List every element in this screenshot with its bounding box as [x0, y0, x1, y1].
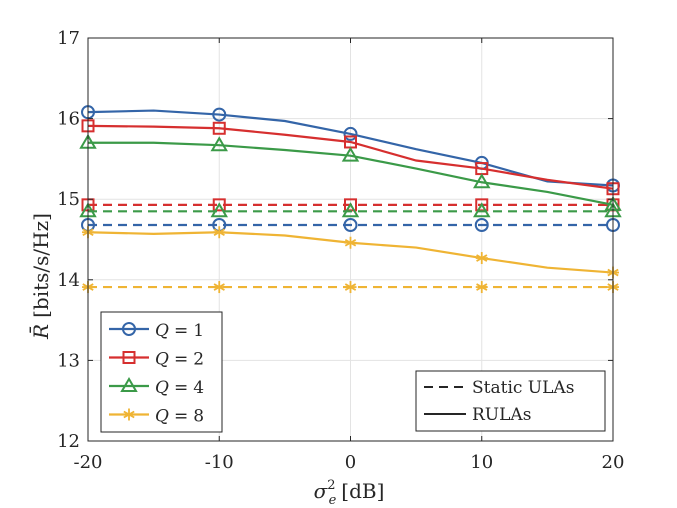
asterisk-marker — [475, 252, 488, 265]
legend-style-item: Static ULAs — [424, 378, 574, 398]
square-marker — [212, 198, 226, 212]
legend-series-label: Q = 1 — [155, 321, 204, 341]
circle-marker — [212, 107, 227, 122]
x-tick-label: 20 — [602, 452, 625, 473]
asterisk-marker — [213, 281, 226, 294]
legend-q-value: 2 — [193, 350, 204, 370]
legend-series-box — [100, 311, 223, 433]
triangle-marker — [210, 202, 228, 218]
y-axis-unit: [bits/s/Hz] — [29, 213, 53, 318]
legend-series-label: Q = 2 — [155, 350, 204, 370]
y-tick-label: 17 — [57, 28, 80, 49]
y-tick-label: 15 — [57, 189, 80, 210]
x-tick-label: 0 — [345, 452, 356, 473]
x-axis-symbol: σ — [314, 479, 329, 503]
x-tick-label: 10 — [470, 452, 493, 473]
legend-equals: = — [174, 407, 188, 427]
legend-q-value: 4 — [193, 378, 204, 398]
x-axis-superscript: 2 — [327, 478, 335, 493]
square-marker — [212, 121, 226, 135]
legend-q-value: 1 — [193, 321, 204, 341]
legend-style-label: RULAs — [472, 405, 531, 425]
x-axis-unit: [dB] — [341, 479, 384, 503]
y-axis-symbol: R̄ — [28, 324, 53, 340]
legend-series: Q = 1Q = 2Q = 4Q = 8 — [100, 311, 223, 433]
y-tick-label: 12 — [57, 431, 80, 452]
legend-style: Static ULAs RULAs — [415, 370, 606, 432]
circle-marker — [474, 217, 489, 232]
legend-series-item: Q = 8 — [109, 407, 204, 427]
legend-q-symbol: Q — [155, 407, 169, 427]
x-axis-subscript: e — [329, 493, 337, 508]
triangle-marker — [120, 377, 138, 392]
asterisk-marker — [475, 281, 488, 294]
triangle-marker — [473, 202, 491, 218]
triangle-marker — [341, 202, 360, 218]
triangle-marker — [341, 146, 360, 162]
legend-series-item: Q = 1 — [109, 321, 204, 341]
square-marker — [122, 351, 136, 364]
x-axis-label: σ2 e [dB] — [314, 478, 385, 508]
y-tick-label: 14 — [57, 270, 80, 291]
y-tick-label: 13 — [57, 350, 80, 371]
circle-marker — [343, 217, 358, 232]
asterisk-marker — [344, 281, 357, 294]
legend-q-symbol: Q — [155, 321, 169, 341]
series-line — [87, 124, 614, 190]
legend-series-item: Q = 4 — [109, 377, 204, 398]
legend-style-box — [415, 370, 606, 432]
circle-marker — [343, 126, 358, 141]
asterisk-marker — [213, 226, 226, 239]
legend-equals: = — [174, 378, 188, 398]
legend-series-label: Q = 8 — [155, 407, 204, 427]
triangle-marker — [210, 136, 228, 152]
legend-q-value: 8 — [193, 407, 204, 427]
legend-q-symbol: Q — [155, 378, 169, 398]
series-q--8-static — [82, 281, 619, 294]
y-axis-label: R̄ [bits/s/Hz] — [28, 213, 53, 340]
circle-marker — [122, 322, 136, 336]
legend-style-label: Static ULAs — [472, 378, 574, 398]
legend-q-symbol: Q — [155, 350, 169, 370]
legend-series-item: Q = 2 — [109, 350, 204, 370]
asterisk-marker — [123, 408, 135, 421]
triangle-marker — [473, 173, 491, 189]
asterisk-marker — [344, 236, 357, 249]
series-line — [88, 141, 614, 206]
legend-equals: = — [174, 321, 188, 341]
legend-style-item: RULAs — [424, 405, 531, 425]
x-tick-label: -20 — [74, 452, 103, 473]
y-tick-label: 16 — [57, 109, 80, 130]
x-tick-label: -10 — [205, 452, 234, 473]
legend-equals: = — [174, 350, 188, 370]
legend-series-label: Q = 4 — [155, 378, 204, 398]
